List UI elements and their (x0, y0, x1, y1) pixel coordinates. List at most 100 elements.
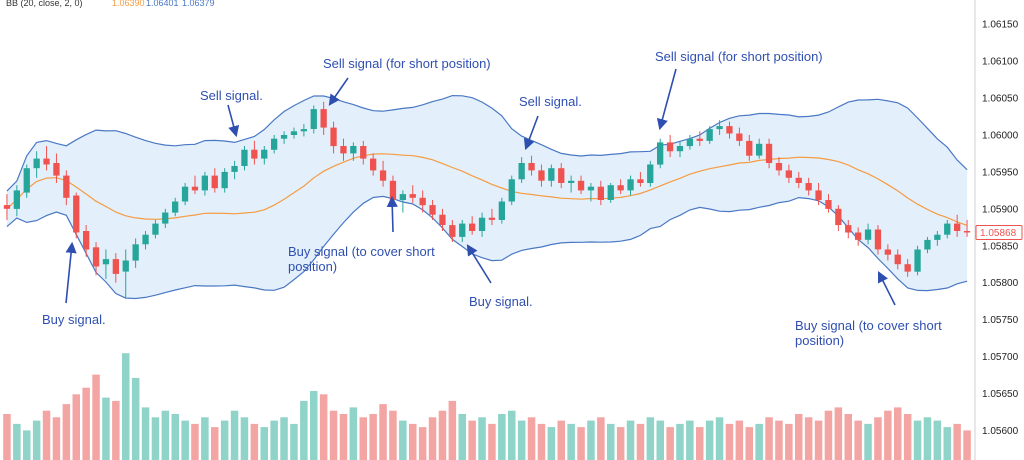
volume-bar (814, 420, 823, 460)
volume-bar (725, 423, 734, 460)
candlesticks (3, 101, 971, 298)
candle-body (894, 254, 901, 265)
candle-body (617, 185, 624, 191)
signal-annotation: Sell signal (for short position) (323, 56, 491, 106)
candle-body (379, 170, 387, 181)
candle-body (439, 214, 446, 225)
volume-bar (62, 404, 71, 460)
candle-body (340, 146, 347, 154)
volume-bar (52, 417, 61, 460)
candle-body (805, 183, 812, 191)
volume-bar (181, 420, 189, 460)
candle-body (43, 158, 50, 165)
candle-body (132, 244, 139, 261)
candle-body (399, 194, 406, 200)
candle-body (459, 223, 466, 237)
annotation-arrow (386, 195, 398, 233)
volume-bar (636, 423, 645, 460)
volume-bar (943, 427, 951, 460)
candle-body (73, 195, 80, 233)
candle-body (83, 231, 90, 250)
volume-bar (953, 423, 961, 460)
candle-body (657, 142, 664, 165)
candle-body (934, 234, 941, 240)
price-tick-label: 1.05850 (982, 241, 1019, 252)
candle-body (914, 249, 921, 272)
candle-body (33, 158, 40, 169)
volume-bar (775, 420, 783, 460)
candle-body (864, 229, 872, 240)
candle-body (845, 225, 852, 233)
candle-body (102, 259, 110, 265)
price-tick-label: 1.05900 (982, 204, 1019, 215)
price-tick-label: 1.06100 (982, 57, 1019, 68)
annotation-text: Sell signal (for short position) (323, 56, 491, 71)
volume-bar (597, 417, 605, 460)
volume-bar (418, 427, 427, 460)
volume-bar (874, 417, 882, 460)
candle-body (122, 260, 129, 272)
candle-body (53, 163, 60, 176)
price-axis[interactable]: 1.06150 1.06100 1.06050 1.06000 1.05950 1.059… (982, 20, 1019, 437)
annotation-text: Buy signal (to cover short (795, 318, 942, 333)
candle-body (607, 185, 614, 200)
volume-bar (607, 423, 615, 460)
volume-bar (656, 420, 664, 460)
volume-bar (468, 420, 476, 460)
volume-bar (240, 417, 249, 460)
volume-bar (963, 430, 971, 460)
volume-bar (112, 400, 120, 460)
indicator-value-basis: 1.06390 (112, 0, 145, 8)
candle-body (666, 142, 674, 152)
candle-body (736, 133, 743, 141)
annotation-arrow (65, 241, 77, 304)
candle-body (696, 138, 703, 141)
volume-bar (705, 420, 714, 460)
candle-body (251, 149, 258, 159)
volume-bar (676, 423, 684, 460)
volume-bar (270, 420, 278, 460)
candle-body (904, 264, 911, 272)
candle-body (775, 163, 783, 171)
price-tick-label: 1.05750 (982, 315, 1019, 326)
volume-bar (458, 414, 466, 460)
volume-bar (488, 423, 496, 460)
candle-body (924, 239, 931, 250)
candle-body (488, 217, 496, 220)
candle-body (3, 205, 11, 209)
annotation-text: Sell signal (for short position) (655, 49, 823, 64)
candle-body (92, 247, 100, 267)
candle-body (221, 171, 228, 189)
candle-body (191, 186, 199, 191)
candle-body (389, 180, 397, 200)
volume-bar (587, 420, 595, 460)
volume-bar (626, 420, 635, 460)
volume-bar (755, 423, 763, 460)
volume-bar (923, 417, 932, 460)
price-tick-label: 1.06150 (982, 20, 1019, 31)
upper-band-line (6, 94, 968, 192)
volume-bar (191, 423, 199, 460)
volume-bar (646, 417, 655, 460)
candle-body (587, 186, 595, 191)
candle-body (647, 164, 654, 183)
volume-bar (72, 394, 80, 460)
candle-body (370, 158, 377, 171)
candle-body (478, 217, 486, 231)
candle-body (855, 232, 862, 240)
indicator-legend[interactable]: BB (20, close, 2, 0) 1.06390 1.06401 1.0… (6, 0, 215, 8)
volume-bar (13, 423, 21, 460)
candle-body (944, 223, 951, 235)
annotation-text: position) (288, 259, 337, 274)
candle-body (23, 168, 30, 193)
annotation-text: Sell signal. (519, 94, 582, 109)
volume-bar (300, 400, 308, 460)
candle-body (765, 143, 773, 163)
candle-body (142, 234, 149, 245)
volume-bar (92, 374, 100, 460)
volume-bar (171, 414, 179, 460)
indicator-value-lower: 1.06379 (182, 0, 215, 8)
candle-body (815, 190, 822, 200)
candle-body (360, 146, 367, 159)
